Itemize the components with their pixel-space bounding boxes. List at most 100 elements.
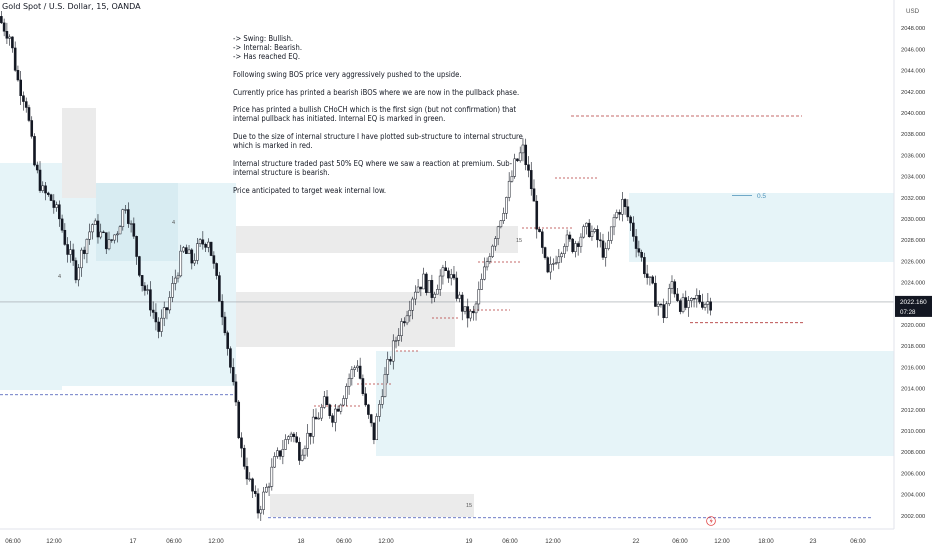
candle-down [546,257,550,273]
candle-up [281,449,285,457]
candle-up [171,283,174,298]
candle-up [408,309,412,317]
candle-up [311,416,315,437]
candle-up [400,321,403,336]
candle-down [419,286,423,290]
candle-up [80,249,83,269]
x-tick-label: 18:00 [758,538,774,545]
candle-down [529,170,533,190]
candle-up [513,158,516,177]
candle-up [690,298,693,301]
candle-up [168,297,172,311]
candle-up [438,275,442,290]
candle-down [110,239,114,241]
candle-up [483,266,486,280]
candle-down [38,169,42,191]
candle-down [629,216,632,224]
candle-down [601,240,605,258]
candle-up [474,303,478,314]
candle-down [367,404,370,415]
candle-down [632,222,635,237]
zone-gray-b [236,292,455,347]
candle-down [372,422,376,441]
candle-up [267,486,271,488]
x-tick-label: 22 [633,538,640,545]
y-tick-label: 2044.000 [901,69,925,75]
y-tick-label: 2012.000 [901,408,925,414]
candle-up [207,241,210,248]
candle-up [273,456,276,468]
candle-down [13,47,17,71]
candle-down [237,401,241,439]
candle-up [518,152,522,162]
y-tick-label: 2042.000 [901,90,925,96]
candle-down [662,304,666,319]
candle-up [320,407,323,419]
candle-up [378,404,381,417]
y-tick-label: 2020.000 [901,323,925,329]
candle-up [276,450,279,457]
zone-label-4-b: 4 [58,274,61,280]
candle-down [358,365,362,379]
candle-up [182,247,185,252]
x-tick-label: 23 [810,538,817,545]
candle-down [571,238,574,252]
zone-gray-a [236,226,518,253]
candle-down [212,255,216,264]
candle-up [648,276,652,278]
candle-down [140,275,144,286]
candle-down [218,275,221,302]
candle-up [394,340,398,342]
candle-up [187,249,191,254]
candle-up [469,310,472,319]
candle-up [306,432,310,449]
candle-down [623,199,627,207]
candle-down [538,228,541,233]
candle-up [502,213,505,221]
candle-up [656,303,660,307]
candle-up [703,304,707,308]
candle-down [709,301,712,311]
candle-down [5,31,9,39]
y-tick-label: 2018.000 [901,344,925,350]
zone-eq-blue [629,193,894,262]
candle-up [124,209,127,211]
y-tick-label: 2030.000 [901,217,925,223]
candle-down [132,223,136,237]
candle-up [499,220,503,228]
candle-up [353,367,356,370]
candle-up [107,239,111,250]
candle-up [322,396,326,408]
note-premium: Internal structure traded past 50% EQ wh… [233,158,513,177]
candle-up [494,238,497,247]
candle-down [684,297,688,308]
candle-up [173,277,177,284]
candle-down [226,332,229,349]
candle-up [115,233,119,236]
candle-up [85,238,89,254]
candle-down [229,348,232,368]
candle-down [24,101,28,108]
candle-down [698,295,701,303]
candle-down [220,300,224,318]
candle-up [496,226,500,239]
candle-down [673,281,677,295]
candle-down [149,289,152,311]
candle-down [82,249,86,254]
candle-down [361,378,365,395]
candle-up [552,263,555,265]
time-axis-bg [0,529,894,550]
candle-up [99,231,103,238]
candle-down [692,298,696,300]
y-tick-label: 2014.000 [901,387,925,393]
candle-down [0,16,3,24]
candle-down [165,307,169,311]
candle-up [129,223,133,225]
candle-up [485,261,489,268]
candle-down [138,256,141,276]
candle-up [458,294,461,299]
note-substructure: Due to the size of internal structure I … [233,131,523,151]
candle-down [532,188,536,202]
